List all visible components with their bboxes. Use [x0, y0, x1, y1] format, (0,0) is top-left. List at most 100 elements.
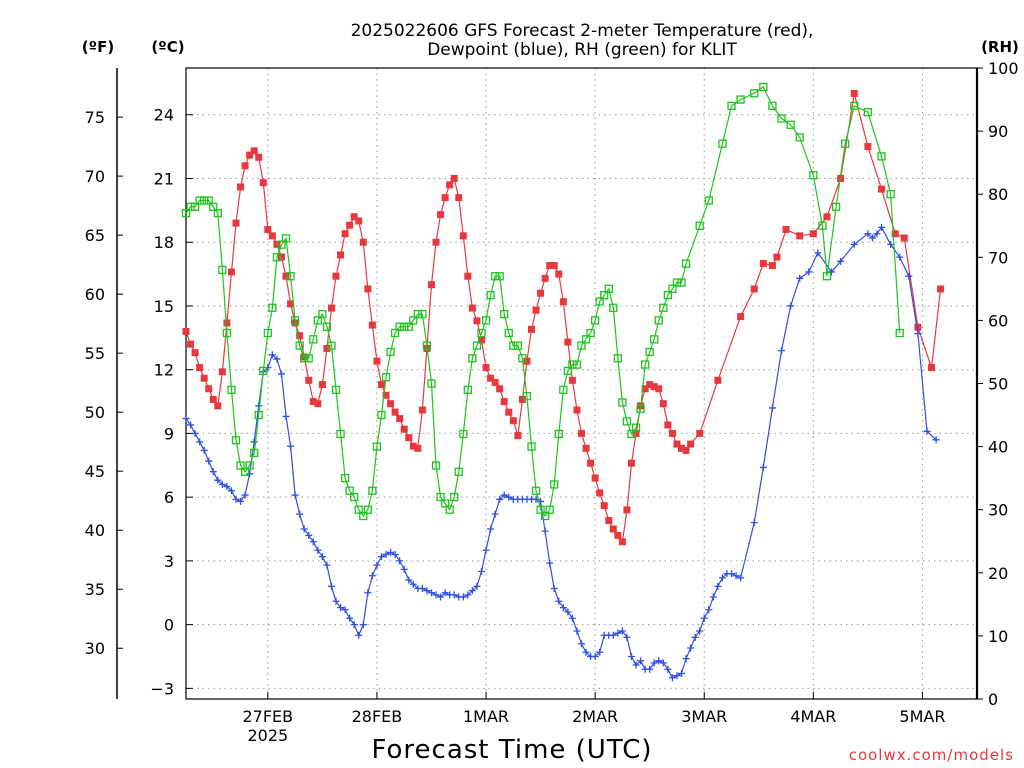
temperature-point	[864, 143, 872, 151]
relative-humidity-point	[359, 511, 368, 521]
rh-tick-label: 30	[988, 501, 1008, 520]
dewpoint-point	[323, 561, 331, 569]
relative-humidity-point	[190, 202, 200, 211]
relative-humidity-point	[704, 196, 713, 205]
fahrenheit-tick-label: 45	[85, 462, 105, 481]
x-tick-label: 28FEB	[352, 707, 403, 726]
dewpoint-point	[387, 548, 395, 556]
relative-humidity-point	[213, 208, 222, 218]
temperature-point	[387, 400, 395, 408]
relative-humidity-point	[795, 133, 804, 142]
relative-humidity-point	[522, 391, 532, 401]
relative-humidity-point	[622, 417, 632, 426]
temperature-point	[773, 253, 781, 261]
rh-tick-label: 80	[988, 185, 1008, 204]
dewpoint-point	[650, 659, 658, 667]
relative-humidity-point	[472, 341, 482, 350]
relative-humidity-point	[418, 309, 427, 319]
relative-humidity-point	[250, 448, 259, 458]
relative-humidity-point	[422, 341, 432, 350]
fahrenheit-tick-label: 75	[85, 108, 105, 127]
relative-humidity-point	[336, 429, 345, 439]
relative-humidity-point	[313, 316, 322, 325]
celsius-tick-label: −3	[150, 679, 174, 698]
x-tick-label: 2MAR	[572, 707, 618, 726]
temperature-point	[332, 272, 340, 280]
temperature-point	[255, 153, 263, 161]
temperature-point	[323, 344, 331, 352]
celsius-tick-label: 12	[154, 361, 174, 380]
dewpoint-point	[696, 627, 704, 635]
temperature-point	[241, 162, 249, 170]
temperature-point	[314, 400, 322, 408]
dewpoint-point	[382, 551, 390, 559]
dewpoint-point	[664, 665, 672, 673]
dewpoint-point	[423, 587, 431, 595]
dewpoint-point	[491, 510, 499, 518]
dewpoint-point	[932, 436, 940, 444]
dewpoint-point	[591, 653, 599, 661]
dewpoint-point	[718, 574, 726, 582]
temperature-point	[396, 415, 404, 423]
temperature-point	[628, 459, 636, 467]
relative-humidity-point	[204, 196, 213, 205]
dewpoint-point	[418, 585, 426, 593]
temperature-point	[891, 230, 899, 238]
dewpoint-point	[287, 442, 295, 450]
relative-humidity-point	[350, 492, 359, 502]
relative-humidity-point	[600, 291, 609, 300]
dewpoint-point	[505, 493, 513, 501]
rh-tick-label: 60	[988, 311, 1008, 330]
credit-label: coolwx.com/models	[849, 746, 1014, 764]
temperature-point	[596, 489, 604, 497]
rh-tick-label: 100	[988, 59, 1019, 78]
temperature-point	[618, 538, 626, 546]
dewpoint-point	[582, 648, 590, 656]
x-axis-title: Forecast Time (UTC)	[371, 735, 652, 765]
temperature-point	[350, 213, 358, 221]
relative-humidity-point	[386, 347, 395, 357]
temperature-point	[200, 374, 208, 382]
relative-humidity-point	[272, 253, 282, 262]
relative-humidity-point	[322, 322, 332, 331]
dewpoint-point	[837, 257, 845, 265]
relative-humidity-point	[331, 385, 341, 394]
dewpoint-point	[805, 268, 813, 276]
relative-humidity-point	[886, 190, 895, 199]
dewpoint-point	[637, 657, 645, 665]
relative-humidity-point	[268, 303, 277, 312]
dewpoint-point	[728, 570, 736, 578]
temperature-point	[400, 425, 408, 433]
dewpoint-point	[828, 268, 836, 276]
temperature-point	[737, 313, 745, 321]
temperature-point	[582, 444, 590, 452]
temperature-point	[464, 272, 472, 280]
relative-humidity-point	[295, 341, 304, 350]
dewpoint-point	[187, 421, 195, 429]
x-tick-sublabel: 2025	[247, 726, 288, 745]
relative-humidity-point	[440, 499, 450, 508]
temperature-point	[305, 376, 313, 384]
relative-humidity-point	[504, 328, 513, 338]
temperature-point	[277, 253, 285, 261]
fahrenheit-unit-label: (ºF)	[82, 38, 114, 56]
dewpoint-point	[191, 429, 199, 437]
temperature-point	[509, 417, 517, 425]
temperature-point	[496, 385, 504, 393]
temperature-point	[655, 385, 663, 393]
dewpoint-point	[468, 587, 476, 595]
dewpoint-point	[682, 655, 690, 663]
relative-humidity-point	[841, 139, 850, 148]
temperature-point	[337, 251, 345, 259]
relative-humidity-point	[404, 322, 413, 331]
celsius-tick-label: 21	[154, 169, 174, 188]
dewpoint-point	[646, 665, 654, 673]
dewpoint-point	[905, 272, 913, 280]
dewpoint-point	[332, 597, 340, 605]
dewpoint-point	[377, 553, 385, 561]
relative-humidity-point	[718, 139, 727, 148]
temperature-point	[609, 525, 617, 533]
relative-humidity-point	[200, 196, 209, 205]
relative-humidity-point	[559, 385, 568, 394]
relative-humidity-point	[659, 303, 668, 312]
